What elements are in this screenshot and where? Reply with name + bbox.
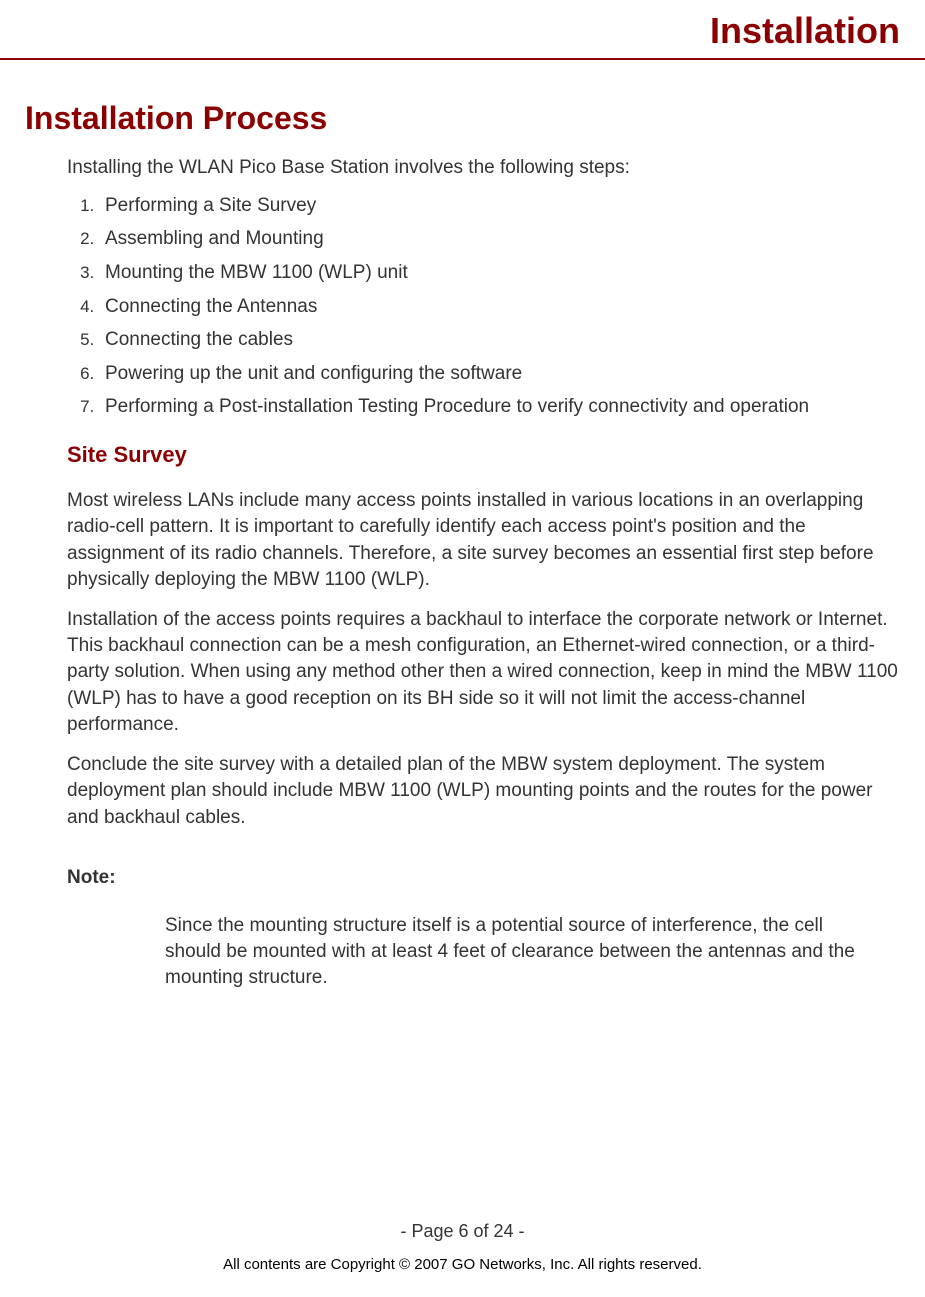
section-heading: Installation Process (25, 100, 900, 137)
body-paragraph: Most wireless LANs include many access p… (67, 488, 900, 593)
subsection-heading: Site Survey (67, 442, 900, 468)
header-title: Installation (25, 10, 900, 52)
copyright-text: All contents are Copyright © 2007 GO Net… (0, 1256, 925, 1273)
note-body: Since the mounting structure itself is a… (165, 913, 860, 992)
step-item: Powering up the unit and configuring the… (99, 361, 900, 387)
step-item: Connecting the Antennas (99, 294, 900, 320)
body-paragraph: Conclude the site survey with a detailed… (67, 752, 900, 831)
step-item: Performing a Post-installation Testing P… (99, 394, 900, 420)
step-item: Connecting the cables (99, 327, 900, 353)
step-item: Mounting the MBW 1100 (WLP) unit (99, 260, 900, 286)
intro-text: Installing the WLAN Pico Base Station in… (67, 155, 900, 181)
page-header: Installation (0, 0, 925, 60)
page-footer: - Page 6 of 24 - All contents are Copyri… (0, 1221, 925, 1273)
page-number: - Page 6 of 24 - (0, 1221, 925, 1242)
note-label: Note: (67, 867, 900, 889)
step-item: Performing a Site Survey (99, 193, 900, 219)
steps-list: Performing a Site Survey Assembling and … (67, 193, 900, 420)
step-item: Assembling and Mounting (99, 226, 900, 252)
page-content: Installation Process Installing the WLAN… (0, 100, 925, 991)
body-paragraph: Installation of the access points requir… (67, 607, 900, 738)
